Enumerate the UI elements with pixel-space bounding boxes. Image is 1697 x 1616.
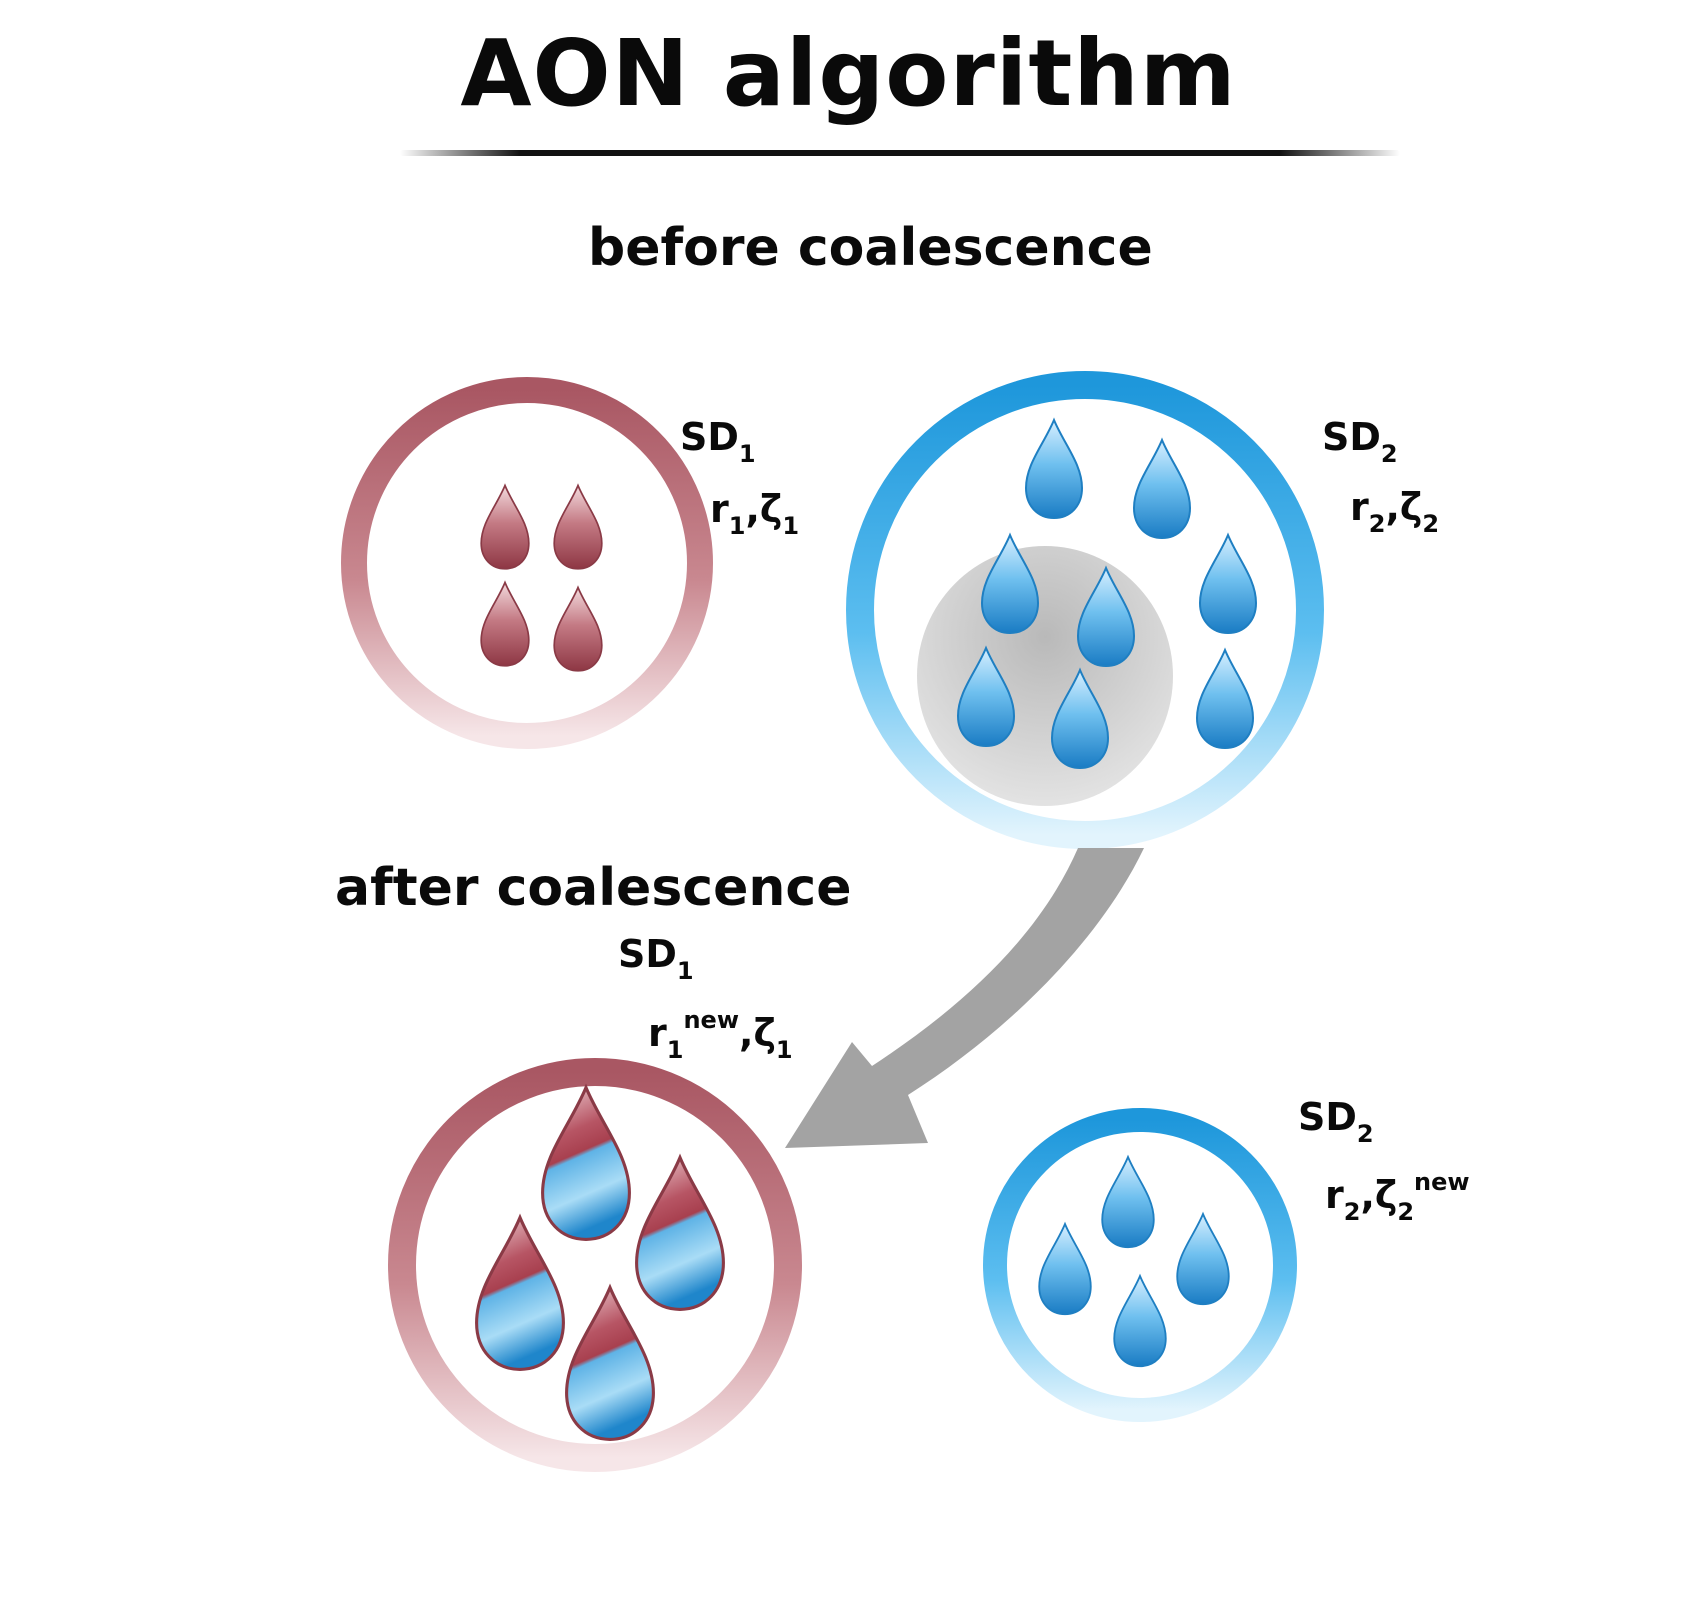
sd2-before-params: r2,ζ2 — [1350, 485, 1440, 538]
coalescence-arrow — [785, 848, 1144, 1148]
sd2-before-name: SD2 — [1322, 415, 1398, 468]
sd1-before-name: SD1 — [680, 415, 756, 468]
before-heading: before coalescence — [588, 218, 1153, 278]
sd2-after-params: r2,ζ2new — [1325, 1168, 1470, 1226]
sd2-after-ring — [983, 1108, 1297, 1422]
sd1-before-params: r1,ζ1 — [710, 487, 800, 540]
coalescing-core — [917, 546, 1173, 806]
sd1-after-name: SD1 — [618, 932, 694, 985]
sd2-after-name: SD2 — [1298, 1095, 1374, 1148]
diagram-title: AON algorithm — [460, 20, 1237, 127]
sd1-before-ring — [341, 377, 713, 749]
after-heading: after coalescence — [335, 858, 852, 918]
sd2-before-ring — [846, 371, 1324, 849]
sd1-after-params: r1new,ζ1 — [648, 1006, 793, 1064]
title-underline — [400, 150, 1400, 156]
sd1-after-ring — [388, 1058, 802, 1472]
